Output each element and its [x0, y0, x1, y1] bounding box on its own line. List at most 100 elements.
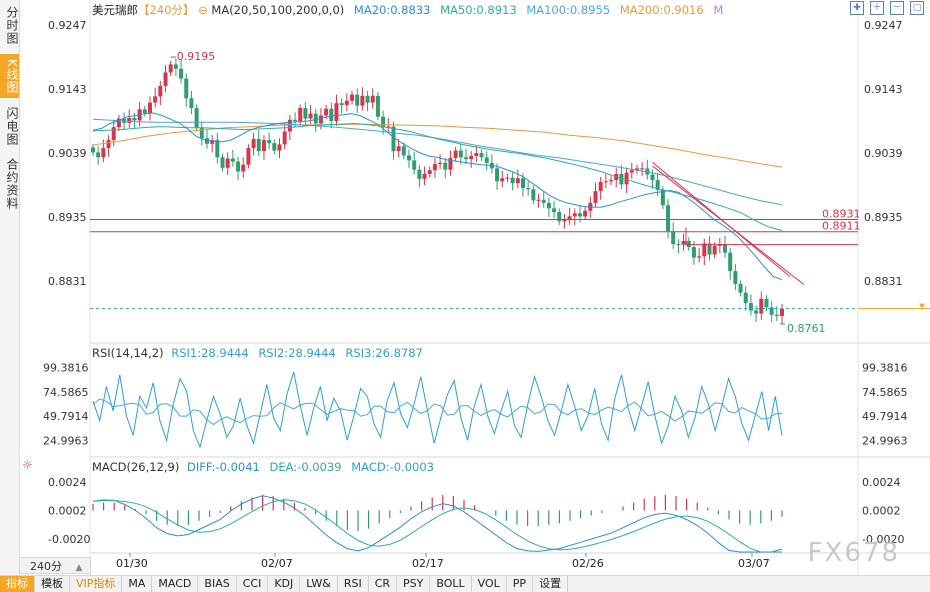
- reset-icon[interactable]: ⊖: [198, 3, 208, 17]
- indicator-tab-12[interactable]: BOLL: [430, 576, 472, 592]
- candle-body: [728, 252, 733, 272]
- period-select[interactable]: 240分 ▲: [19, 557, 91, 574]
- candle-body: [173, 64, 178, 69]
- zoom-in-icon[interactable]: ＋: [870, 1, 884, 15]
- rsi-title: RSI(14,14,2): [92, 346, 164, 360]
- indicator-tab-3[interactable]: MA: [122, 576, 153, 592]
- price-tick-right: 0.9247: [864, 19, 903, 32]
- candle-body: [671, 231, 676, 245]
- fullscreen-icon[interactable]: ▢: [910, 1, 924, 15]
- candle-body: [780, 308, 784, 317]
- tab-kline[interactable]: K线图: [0, 54, 19, 98]
- indicator-tab-1[interactable]: 模板: [35, 576, 70, 592]
- macd-tick-left: 0.0024: [48, 476, 87, 489]
- candle-body: [707, 243, 712, 255]
- candle-body: [287, 119, 292, 132]
- macd-value: MACD:-0.0003: [351, 460, 434, 474]
- indicator-tab-6[interactable]: CCI: [237, 576, 269, 592]
- rsi1-line: [92, 371, 783, 449]
- candle-body: [769, 307, 774, 315]
- candle-body: [142, 109, 147, 114]
- ma100-value: MA100:0.8955: [526, 3, 611, 17]
- candle-body: [215, 140, 220, 158]
- tab-timeshare[interactable]: 分时图: [5, 5, 19, 45]
- indicator-tab-7[interactable]: KDJ: [268, 576, 301, 592]
- indicator-tab-13[interactable]: VOL: [472, 576, 507, 592]
- candle-body: [748, 303, 753, 311]
- candle-body: [764, 298, 769, 308]
- indicator-tab-8[interactable]: LW&: [300, 576, 338, 592]
- price-tick-left: 0.8935: [48, 211, 87, 224]
- candle-body: [111, 127, 116, 141]
- candle-body: [484, 157, 489, 163]
- candle-body: [334, 103, 339, 122]
- candle-body: [754, 310, 759, 314]
- candle-body: [261, 140, 266, 152]
- low-label: 0.8761: [787, 322, 826, 335]
- indicator-tab-4[interactable]: MACD: [152, 576, 199, 592]
- tab-lightning[interactable]: 闪电图: [5, 106, 19, 146]
- candle-body: [96, 152, 101, 158]
- candle-body: [567, 216, 572, 221]
- candle-body: [282, 131, 287, 145]
- candle-body: [443, 162, 448, 170]
- candle-body: [500, 178, 505, 182]
- candle-body: [557, 212, 562, 222]
- candle-body: [204, 138, 209, 144]
- candle-body: [738, 284, 743, 293]
- candle-body: [199, 127, 204, 139]
- rsi-tick-left: 99.3816: [43, 362, 89, 375]
- candle-body: [158, 85, 163, 97]
- candle-body: [153, 96, 158, 103]
- candle-body: [479, 153, 484, 158]
- candle-body: [381, 116, 386, 128]
- candle-body: [101, 148, 106, 158]
- price-tick-left: 0.8831: [48, 275, 87, 288]
- candle-body: [355, 94, 360, 106]
- candle-body: [593, 191, 598, 203]
- macd-settings-icon[interactable]: ☼: [22, 458, 33, 472]
- candle-body: [583, 210, 588, 217]
- ma50-line: [92, 122, 783, 231]
- tab-contract-info[interactable]: 合约资料: [5, 158, 19, 210]
- candle-body: [505, 177, 510, 179]
- candle-body: [324, 108, 329, 116]
- candle-body: [510, 177, 515, 184]
- ma20-value: MA20:0.8833: [353, 3, 431, 17]
- trendline-lower: [652, 161, 791, 278]
- dea-line: [92, 499, 782, 553]
- indicator-tab-11[interactable]: PSY: [397, 576, 431, 592]
- indicator-tab-0[interactable]: 指标: [0, 576, 35, 592]
- indicator-tab-14[interactable]: PP: [507, 576, 534, 592]
- ma20-line: [92, 112, 783, 281]
- diff-value: DIFF:-0.0041: [187, 460, 260, 474]
- candle-body: [318, 115, 323, 124]
- main-header: 美元瑞郎【240分】 ⊖ MA(20,50,100,200,0,0) MA20:…: [92, 2, 723, 18]
- indicator-tab-9[interactable]: RSI: [338, 576, 369, 592]
- macd-tick-right: 0.0024: [862, 476, 901, 489]
- candle-body: [577, 213, 582, 217]
- candle-body: [458, 150, 463, 158]
- indicator-tab-15[interactable]: 设置: [533, 576, 569, 592]
- candle-body: [370, 95, 375, 103]
- rsi2-value: RSI2:28.9444: [258, 346, 336, 360]
- candle-body: [194, 108, 199, 128]
- macd-tick-left: 0.0002: [48, 504, 87, 517]
- candle-body: [546, 202, 551, 209]
- rsi-tick-left: 74.5865: [43, 386, 89, 399]
- candle-body: [417, 169, 422, 179]
- indicator-tab-10[interactable]: CR: [369, 576, 398, 592]
- candle-body: [350, 94, 355, 101]
- crosshair-icon[interactable]: ✚: [850, 1, 864, 15]
- candle-body: [432, 164, 437, 171]
- price-tick-left: 0.9143: [48, 83, 87, 96]
- candle-body: [422, 173, 427, 179]
- zoom-out-icon[interactable]: －: [890, 1, 904, 15]
- indicator-tab-2[interactable]: VIP指标: [70, 576, 123, 592]
- candle-body: [619, 173, 624, 185]
- candle-body: [686, 240, 691, 248]
- rsi-tick-left: 24.9963: [43, 434, 89, 447]
- macd-tick-right: -0.0020: [862, 533, 904, 546]
- indicator-tab-5[interactable]: BIAS: [198, 576, 237, 592]
